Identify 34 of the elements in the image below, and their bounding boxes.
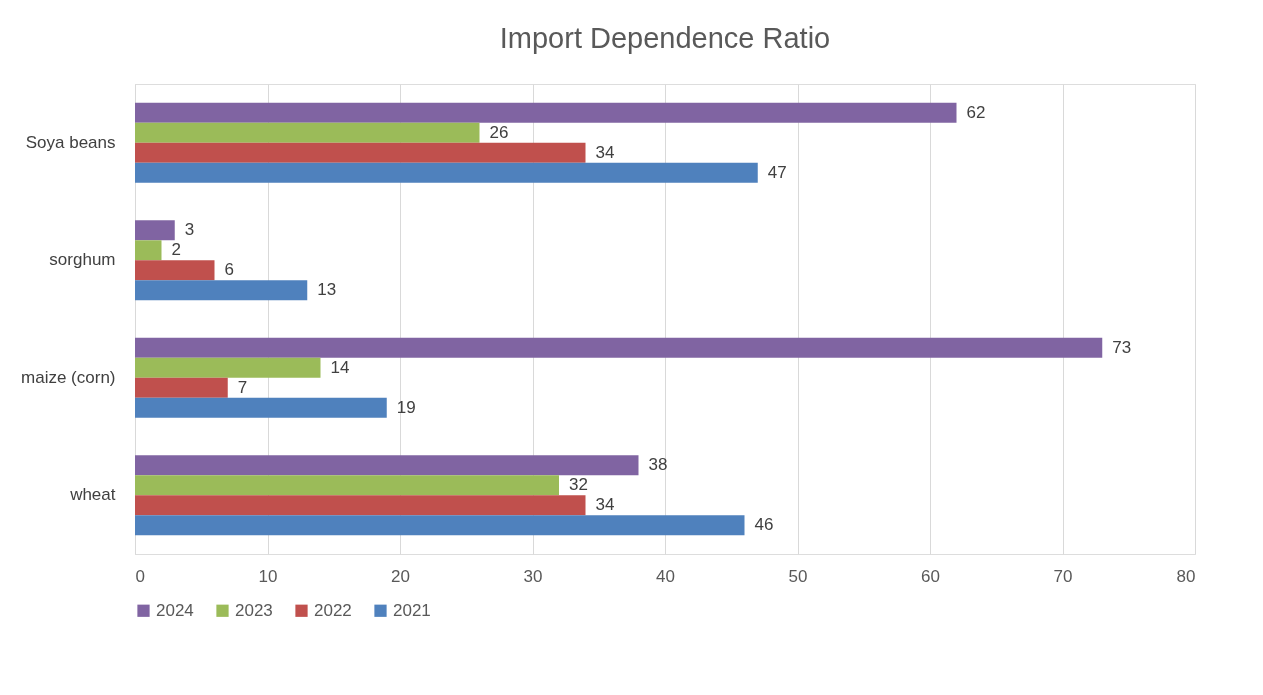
data-label: 3 <box>184 220 195 240</box>
data-label: 62 <box>966 102 986 122</box>
x-tick-label: 80 <box>1176 566 1196 586</box>
data-label: 2 <box>171 240 181 260</box>
y-tick-label: maize (corn) <box>21 367 116 387</box>
x-tick-label: 10 <box>258 566 278 586</box>
data-label: 14 <box>330 357 350 377</box>
data-label: 47 <box>767 162 787 182</box>
data-label: 34 <box>595 495 615 515</box>
data-label: 34 <box>595 142 615 162</box>
legend-label: 2022 <box>314 600 352 620</box>
x-tick-label: 40 <box>656 566 675 586</box>
x-tick-label: 20 <box>391 566 410 586</box>
x-tick-label: 70 <box>1053 566 1073 586</box>
data-label: 19 <box>396 397 416 417</box>
legend-label: 2021 <box>393 600 431 620</box>
y-tick-label: sorghum <box>49 250 116 270</box>
x-tick-label: 50 <box>788 566 808 586</box>
x-tick-label: 60 <box>921 566 940 586</box>
chart-title: Import Dependence Ratio <box>499 22 831 54</box>
y-tick-label: Soya beans <box>25 132 116 152</box>
data-label: 46 <box>754 515 774 535</box>
y-tick-label: wheat <box>69 485 116 505</box>
legend-label: 2024 <box>156 600 194 620</box>
data-label: 6 <box>224 260 234 280</box>
data-label: 7 <box>237 377 248 397</box>
data-label: 13 <box>317 280 337 300</box>
x-tick-label: 0 <box>135 566 145 586</box>
legend-label: 2023 <box>235 600 273 620</box>
data-label: 73 <box>1112 337 1132 357</box>
data-label: 32 <box>569 475 588 495</box>
x-tick-label: 30 <box>523 566 543 586</box>
data-label: 26 <box>489 122 509 142</box>
data-label: 38 <box>648 455 668 475</box>
